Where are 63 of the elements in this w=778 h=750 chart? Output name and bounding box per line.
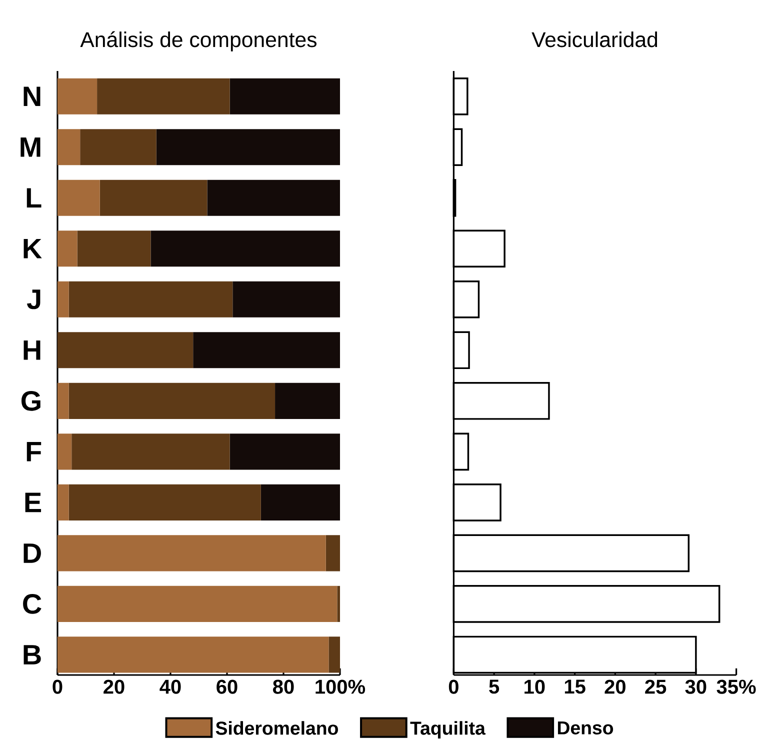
bar — [57, 180, 100, 216]
y-tick-label: E — [25, 492, 42, 512]
chart-title: Vesicularidad — [532, 32, 658, 48]
x-tick-label: 20 — [604, 680, 626, 694]
legend-label: Taquilita — [410, 721, 486, 738]
bar — [72, 434, 230, 470]
y-tick-label: M — [20, 138, 40, 157]
chart-title: Análisis de componentes — [80, 31, 316, 52]
bar — [57, 586, 338, 622]
bar — [80, 129, 156, 166]
bar — [97, 78, 230, 114]
y-tick-label: D — [24, 544, 41, 563]
bar — [260, 484, 340, 520]
bar — [232, 281, 340, 318]
bar — [57, 78, 98, 114]
y-tick-label: B — [24, 645, 41, 664]
y-tick-label: H — [24, 340, 40, 360]
x-tick-label: 0 — [52, 680, 62, 694]
bar — [68, 484, 261, 520]
x-tick-label: 60 — [216, 680, 238, 694]
x-tick-label: 20 — [104, 680, 124, 694]
bar — [57, 434, 72, 470]
bar — [57, 636, 329, 673]
x-tick-label: 100% — [316, 680, 366, 694]
x-tick-label: 30 — [685, 680, 706, 694]
x-tick-label: 40 — [160, 680, 181, 694]
x-tick-label: 5 — [489, 680, 500, 694]
bar — [57, 535, 326, 572]
x-tick-label: 0 — [448, 680, 458, 694]
bar — [77, 230, 151, 267]
bar — [57, 129, 80, 166]
y-tick-label: J — [26, 290, 40, 310]
bar — [275, 382, 340, 419]
x-tick-label: 35% — [716, 680, 756, 694]
legend-label: Sideromelano — [216, 721, 338, 735]
bar — [57, 281, 69, 318]
y-tick-label: N — [24, 86, 40, 106]
x-tick-label: 10 — [524, 680, 545, 694]
bar — [100, 180, 208, 216]
bar — [57, 332, 194, 368]
bar — [68, 281, 233, 318]
x-tick-label: 15 — [564, 680, 586, 694]
y-tick-label: L — [26, 188, 42, 208]
bar — [150, 230, 340, 267]
y-tick-label: F — [26, 442, 42, 462]
bar — [68, 382, 276, 419]
bar — [207, 180, 340, 216]
bar — [230, 434, 340, 470]
bar — [337, 586, 340, 622]
bar — [230, 78, 340, 114]
bar — [57, 484, 69, 520]
bar — [57, 230, 78, 267]
bar — [156, 129, 340, 166]
bar — [326, 535, 340, 572]
legend-label: Denso — [558, 721, 614, 734]
x-tick-label: 25 — [645, 680, 666, 694]
bar — [57, 382, 69, 419]
bar — [193, 332, 340, 368]
y-tick-label: C — [23, 594, 42, 614]
y-tick-label: K — [24, 239, 42, 258]
bar — [328, 636, 340, 673]
y-tick-label: G — [21, 391, 40, 411]
x-tick-label: 80 — [273, 680, 294, 694]
